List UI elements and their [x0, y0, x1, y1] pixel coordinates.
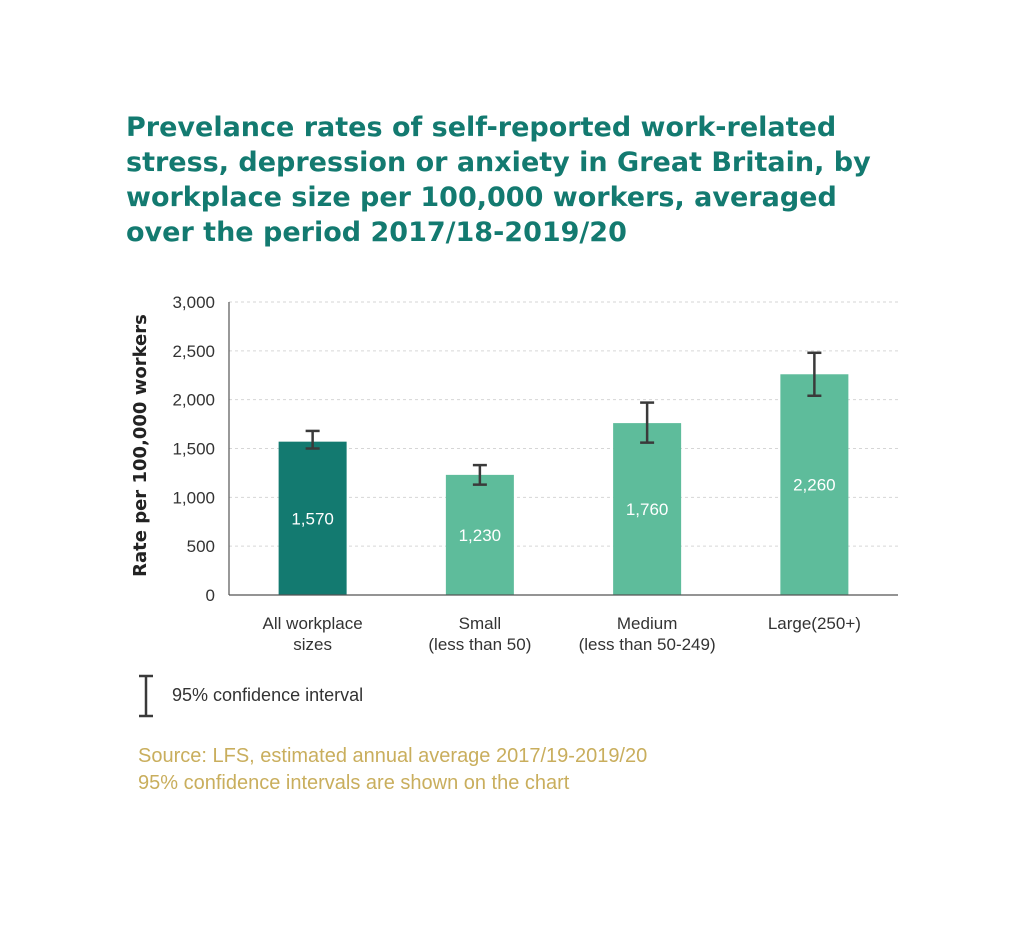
bar-chart: 0 500 1,000 1,500 2,000 2,500 3,000 1,570 1,230…: [130, 293, 898, 654]
category-label: Medium (less than 50-249): [579, 614, 716, 654]
category-label: All workplace sizes: [263, 614, 363, 654]
category-label-line: (less than 50-249): [579, 635, 716, 654]
legend: 95% confidence interval: [136, 673, 536, 719]
y-tick-label: 500: [187, 537, 215, 556]
bar: [445, 474, 514, 595]
value-label: 1,760: [626, 500, 669, 519]
y-tick-label: 3,000: [172, 293, 215, 312]
y-tick-label: 0: [206, 586, 215, 605]
y-axis-ticks: 0 500 1,000 1,500 2,000 2,500 3,000: [172, 293, 215, 605]
category-label-line: Large(250+): [768, 614, 861, 633]
bar: [613, 423, 682, 595]
source-line: Source: LFS, estimated annual average 20…: [138, 745, 648, 767]
error-bar-icon: [139, 674, 153, 718]
source-note: Source: LFS, estimated annual average 20…: [138, 743, 647, 797]
category-label: Small (less than 50): [428, 614, 531, 654]
category-label-line: All workplace: [263, 614, 363, 633]
value-label: 2,260: [793, 476, 836, 495]
category-label-line: (less than 50): [428, 635, 531, 654]
note-line: 95% confidence intervals are shown on th…: [138, 772, 570, 794]
value-labels: 1,570 1,230 1,760 2,260: [291, 476, 835, 545]
category-label-line: Small: [459, 614, 502, 633]
y-tick-label: 2,000: [172, 391, 215, 410]
legend-label: 95% confidence interval: [172, 685, 364, 705]
category-label-line: Medium: [617, 614, 677, 633]
category-label: Large(250+): [768, 614, 861, 633]
chart-title: Prevelance rates of self-reported work-r…: [126, 112, 871, 248]
bars: [278, 374, 849, 595]
y-tick-label: 1,500: [172, 440, 215, 459]
bar: [780, 374, 849, 595]
value-label: 1,230: [459, 526, 502, 545]
value-label: 1,570: [291, 509, 334, 528]
bar: [278, 441, 347, 595]
error-bars: [305, 351, 822, 486]
y-tick-label: 2,500: [172, 342, 215, 361]
y-tick-label: 1,000: [172, 488, 215, 507]
category-label-line: sizes: [293, 635, 332, 654]
category-labels: All workplace sizes Small (less than 50) Med…: [263, 614, 861, 654]
y-axis-label: Rate per 100,000 workers: [130, 314, 151, 577]
